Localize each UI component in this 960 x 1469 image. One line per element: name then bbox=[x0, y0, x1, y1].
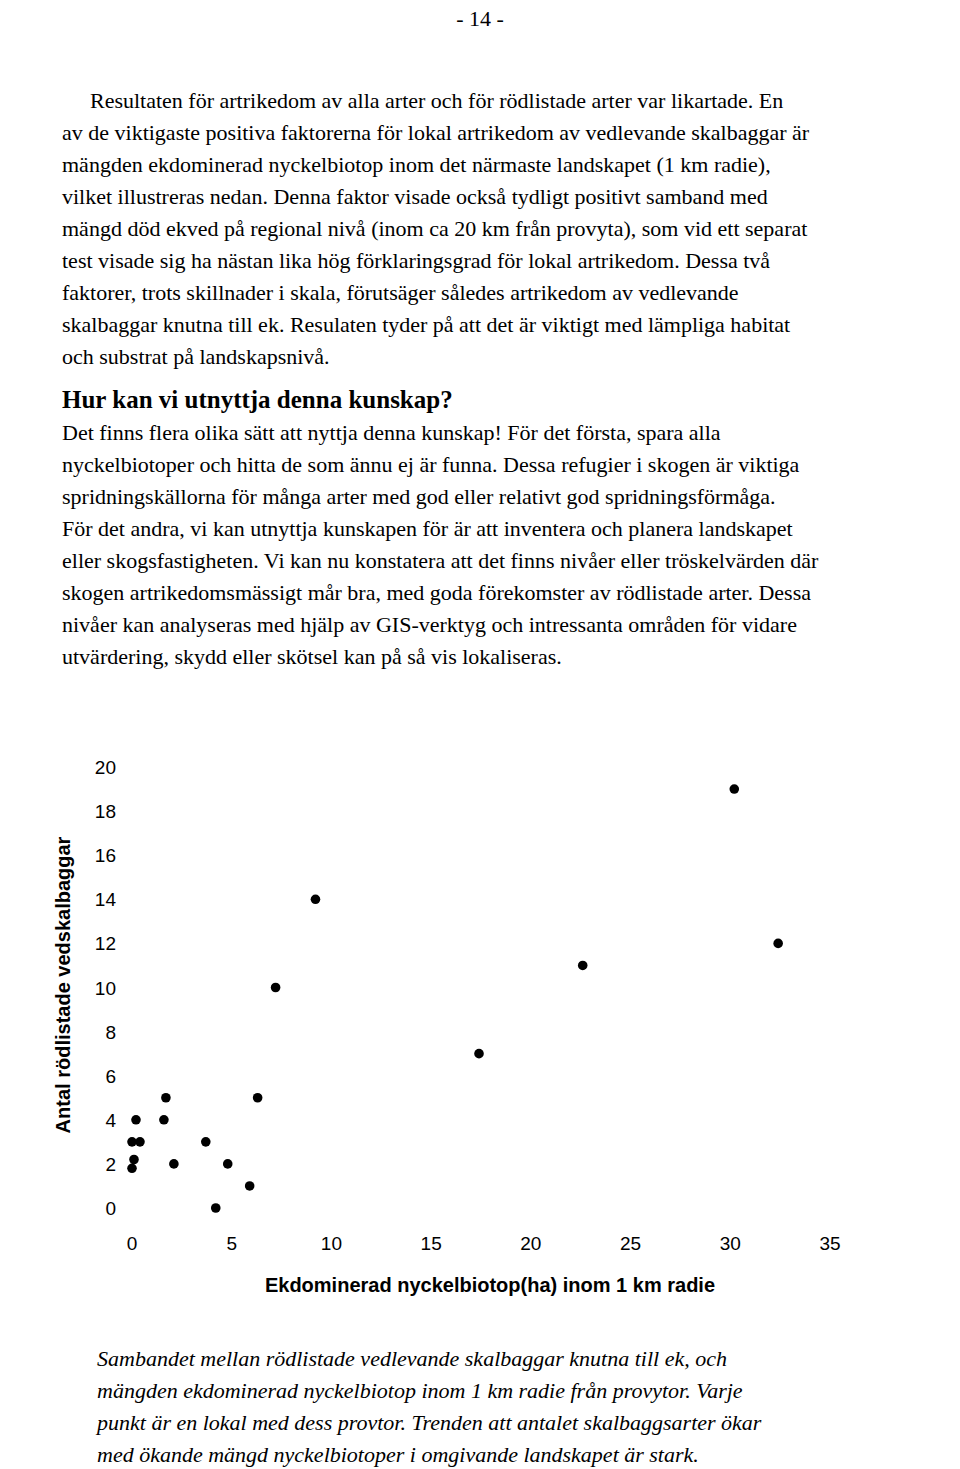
data-point bbox=[169, 1159, 179, 1169]
y-tick-label: 4 bbox=[105, 1110, 116, 1131]
y-tick-label: 14 bbox=[95, 889, 117, 910]
body-line: och substrat på landskapsnivå. bbox=[62, 344, 330, 369]
y-tick-label: 8 bbox=[105, 1022, 116, 1043]
x-axis-title: Ekdominerad nyckelbiotop(ha) inom 1 km r… bbox=[265, 1274, 715, 1296]
data-point bbox=[223, 1159, 233, 1169]
x-tick-label: 25 bbox=[620, 1233, 641, 1254]
data-point bbox=[211, 1203, 221, 1213]
body-line: skogen artrikedomsmässigt mår bra, med g… bbox=[62, 580, 811, 605]
data-point bbox=[129, 1155, 139, 1165]
page: - 14 - Resultaten för artrikedom av alla … bbox=[0, 0, 960, 1469]
body-line: Resultaten för artrikedom av alla arter … bbox=[90, 88, 783, 113]
x-tick-label: 10 bbox=[321, 1233, 342, 1254]
y-tick-label: 0 bbox=[105, 1198, 116, 1219]
y-tick-label: 18 bbox=[95, 801, 116, 822]
caption-line: Sambandet mellan rödlistade vedlevande s… bbox=[97, 1346, 727, 1371]
data-point bbox=[578, 961, 588, 971]
y-tick-label: 2 bbox=[105, 1154, 116, 1175]
caption-line: mängden ekdominerad nyckelbiotop inom 1 … bbox=[97, 1378, 743, 1403]
y-tick-label: 16 bbox=[95, 845, 116, 866]
x-tick-label: 5 bbox=[226, 1233, 237, 1254]
body-line: test visade sig ha nästan lika hög förkl… bbox=[62, 248, 770, 273]
body-line: skalbaggar knutna till ek. Resulaten tyd… bbox=[62, 312, 790, 337]
heading: Hur kan vi utnyttja denna kunskap? bbox=[62, 386, 453, 413]
x-tick-label: 0 bbox=[127, 1233, 138, 1254]
y-tick-label: 10 bbox=[95, 978, 116, 999]
data-point bbox=[474, 1049, 484, 1059]
y-tick-label: 20 bbox=[95, 757, 116, 778]
data-point bbox=[271, 983, 281, 993]
y-tick-label: 6 bbox=[105, 1066, 116, 1087]
body-line: mängd död ekved på regional nivå (inom c… bbox=[62, 216, 807, 241]
data-point bbox=[159, 1115, 169, 1125]
y-axis-title: Antal rödlistade vedskalbaggar bbox=[52, 836, 74, 1133]
caption-line: punkt är en lokal med dess provtor. Tren… bbox=[95, 1410, 762, 1435]
body-line: faktorer, trots skillnader i skala, föru… bbox=[62, 280, 739, 305]
x-tick-label: 20 bbox=[520, 1233, 541, 1254]
data-point bbox=[127, 1137, 137, 1147]
body-line: För det andra, vi kan utnyttja kunskapen… bbox=[62, 516, 793, 541]
data-point bbox=[729, 784, 739, 794]
page-number: - 14 - bbox=[456, 6, 504, 31]
data-point bbox=[161, 1093, 171, 1103]
chart: 0 2 4 6 8 10 12 14 16 18 20 0 5 10 15 20 25 30 35 Ekdominer… bbox=[52, 757, 841, 1296]
y-tick-label: 12 bbox=[95, 933, 116, 954]
data-point bbox=[201, 1137, 211, 1147]
caption-line: med ökande mängd nyckelbiotoper i omgiva… bbox=[97, 1442, 699, 1467]
body-line: mängden ekdominerad nyckelbiotop inom de… bbox=[62, 152, 771, 177]
x-tick-label: 15 bbox=[421, 1233, 442, 1254]
body-line: nyckelbiotoper och hitta de som ännu ej … bbox=[62, 452, 800, 477]
data-point bbox=[131, 1115, 141, 1125]
body-line: eller skogsfastigheten. Vi kan nu konsta… bbox=[62, 548, 819, 573]
body-line: av de viktigaste positiva faktorerna för… bbox=[62, 120, 810, 145]
body-line: spridningskällorna för många arter med g… bbox=[62, 484, 776, 509]
body-line: vilket illustreras nedan. Denna faktor v… bbox=[62, 184, 768, 209]
x-tick-label: 30 bbox=[720, 1233, 741, 1254]
data-point bbox=[127, 1164, 137, 1174]
data-point bbox=[245, 1181, 255, 1191]
body-line: Det finns flera olika sätt att nyttja de… bbox=[62, 420, 721, 445]
data-point bbox=[773, 939, 783, 949]
body-line: utvärdering, skydd eller skötsel kan på … bbox=[62, 644, 562, 669]
x-tick-label: 35 bbox=[819, 1233, 840, 1254]
data-point bbox=[311, 895, 321, 905]
data-point bbox=[253, 1093, 263, 1103]
body-line: nivåer kan analyseras med hjälp av GIS-v… bbox=[62, 612, 797, 637]
points bbox=[127, 784, 783, 1213]
